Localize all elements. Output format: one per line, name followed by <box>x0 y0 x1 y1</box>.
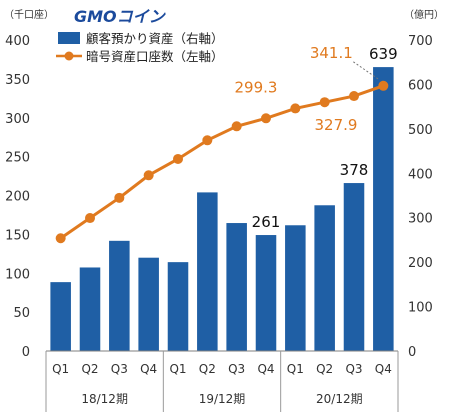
left-axis-unit: （千口座） <box>4 8 54 21</box>
x-tick-label: Q3 <box>111 362 128 376</box>
right-axis-tick-label: 500 <box>408 123 433 138</box>
line-point <box>114 192 125 203</box>
bar <box>138 257 159 351</box>
line-point <box>319 97 330 108</box>
x-tick-label: Q2 <box>316 362 333 376</box>
left-axis-tick-label: 100 <box>5 267 30 282</box>
bar <box>109 240 130 351</box>
line-point <box>290 103 301 114</box>
bar <box>343 183 365 351</box>
x-tick-label: Q1 <box>287 362 304 376</box>
right-axis: 0 100 200 300 400 500 600 700 <box>408 34 433 360</box>
x-tick-label: Q3 <box>345 362 362 376</box>
left-axis: 0 50 100 150 200 250 300 350 400 <box>5 34 30 360</box>
right-axis-tick-label: 600 <box>408 78 433 93</box>
period-label: 20/12期 <box>316 392 363 406</box>
data-label: 261 <box>252 213 281 231</box>
right-axis-tick-label: 0 <box>408 345 416 360</box>
left-axis-tick-label: 0 <box>22 345 30 360</box>
line-point <box>55 233 66 244</box>
bar <box>373 67 394 351</box>
legend-line-label: 暗号資産口座数（左軸） <box>86 49 224 64</box>
right-axis-tick-label: 200 <box>408 256 433 271</box>
bar <box>50 282 71 351</box>
line-point <box>143 170 154 181</box>
line-path <box>59 84 384 240</box>
left-axis-tick-label: 250 <box>5 151 30 166</box>
line-point <box>202 135 213 146</box>
label-leader-line <box>353 61 380 81</box>
data-label: 341.1 <box>310 44 353 62</box>
x-axis: Q1 Q2 Q3 Q4 Q1 Q2 Q3 Q4 Q1 Q2 Q3 Q4 18/12期 19/12期 20/1… <box>45 350 399 412</box>
legend-line-marker <box>64 51 74 61</box>
x-tick-label: Q2 <box>81 362 98 376</box>
line-point <box>231 121 242 132</box>
left-axis-tick-label: 400 <box>5 34 30 49</box>
right-axis-unit: （億円） <box>404 8 444 21</box>
legend-bar-label: 顧客預かり資産（右軸） <box>86 31 224 46</box>
left-axis-tick-label: 50 <box>13 306 30 321</box>
right-axis-tick-label: 400 <box>408 167 433 182</box>
x-tick-label: Q4 <box>375 362 392 376</box>
period-label: 19/12期 <box>199 392 246 406</box>
data-label: 639 <box>369 45 398 63</box>
data-labels: 261 378 639 299.3 327.9 341.1 <box>235 44 398 231</box>
bar <box>197 192 218 351</box>
data-label: 378 <box>340 161 369 179</box>
left-axis-tick-label: 300 <box>5 112 30 127</box>
x-tick-label: Q1 <box>52 362 69 376</box>
line-series <box>55 80 389 244</box>
legend-bar-swatch <box>58 32 80 44</box>
data-label: 299.3 <box>235 78 278 96</box>
left-axis-tick-label: 150 <box>5 228 30 243</box>
bar <box>167 262 189 351</box>
x-tick-label: Q4 <box>257 362 274 376</box>
x-tick-label: Q3 <box>228 362 245 376</box>
brand-logo: GMOコイン <box>74 7 167 26</box>
right-axis-tick-label: 700 <box>408 34 433 49</box>
bar <box>285 225 306 351</box>
line-point <box>378 80 389 91</box>
bar-series <box>50 67 394 351</box>
bar <box>79 267 101 351</box>
bar <box>226 223 247 351</box>
left-axis-tick-label: 200 <box>5 190 30 205</box>
left-axis-tick-label: 350 <box>5 73 30 88</box>
line-point <box>349 91 359 102</box>
x-tick-label: Q2 <box>199 362 216 376</box>
data-label: 327.9 <box>315 116 358 134</box>
line-point <box>85 213 95 224</box>
x-tick-label: Q4 <box>140 362 157 376</box>
line-point <box>261 113 271 124</box>
bar <box>314 205 335 351</box>
line-point <box>173 153 183 164</box>
right-axis-tick-label: 100 <box>408 301 433 316</box>
x-tick-label: Q1 <box>169 362 186 376</box>
bar <box>255 235 277 351</box>
right-axis-tick-label: 300 <box>408 212 433 227</box>
period-label: 18/12期 <box>81 392 128 406</box>
legend: 顧客預かり資産（右軸） 暗号資産口座数（左軸） <box>56 31 224 64</box>
